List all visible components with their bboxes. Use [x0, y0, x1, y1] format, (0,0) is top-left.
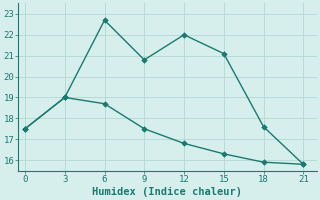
X-axis label: Humidex (Indice chaleur): Humidex (Indice chaleur) [92, 186, 243, 197]
